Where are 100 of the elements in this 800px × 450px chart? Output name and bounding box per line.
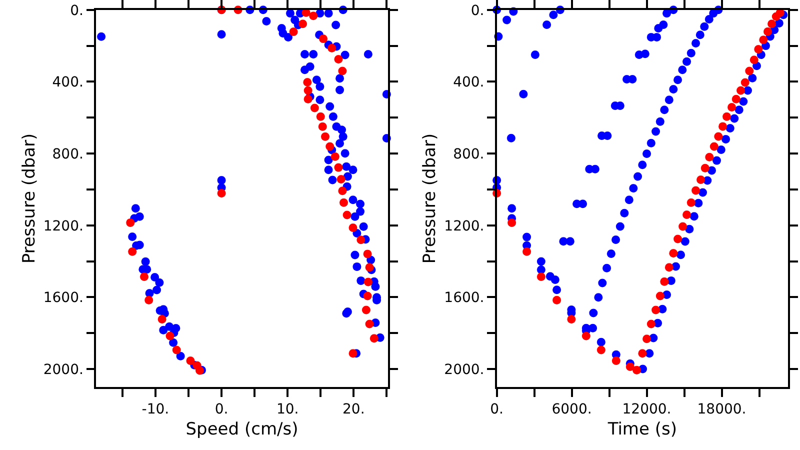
point: [736, 86, 746, 95]
x-axis-title: Speed (cm/s): [186, 419, 298, 440]
point: [552, 296, 562, 304]
point: [692, 186, 700, 195]
point: [669, 248, 678, 258]
point: [626, 362, 634, 371]
x-tick-label: 0.: [490, 402, 504, 418]
point: [336, 174, 346, 184]
point: [660, 277, 669, 286]
point: [646, 320, 656, 328]
x-tick-label: 6000.: [552, 402, 592, 418]
point: [128, 247, 137, 256]
y-tick-label: 800.: [52, 146, 84, 162]
point: [186, 356, 195, 366]
point: [289, 28, 298, 36]
point: [144, 296, 154, 304]
point: [304, 86, 312, 95]
point: [310, 104, 319, 112]
point: [682, 210, 692, 220]
y-tick-label: 1200.: [43, 218, 84, 234]
point: [768, 20, 776, 28]
point: [759, 36, 768, 44]
point: [316, 112, 325, 121]
y-tick-label: 400.: [52, 74, 84, 91]
point: [638, 349, 647, 358]
point: [696, 176, 706, 184]
point: [700, 164, 710, 172]
x-axis-title: Time (s): [606, 419, 677, 440]
point: [764, 27, 772, 36]
point: [303, 78, 312, 87]
point: [172, 346, 181, 354]
point: [508, 218, 516, 227]
point: [612, 356, 620, 366]
point: [363, 250, 372, 258]
y-tick-label: 1600.: [43, 290, 84, 306]
y-axis-title: Pressure (dbar): [420, 133, 440, 264]
point: [158, 315, 166, 324]
point: [356, 236, 366, 244]
point: [320, 132, 330, 141]
y-tick-label: 1600.: [444, 290, 484, 306]
point: [632, 366, 642, 374]
x-tick-label: 20.: [342, 402, 365, 418]
point: [370, 334, 378, 343]
point: [652, 306, 660, 314]
point: [714, 132, 723, 141]
point: [338, 66, 347, 76]
point: [309, 12, 318, 20]
y-tick-label: 0.: [470, 2, 484, 19]
point: [732, 94, 740, 104]
y-tick-label: 400.: [453, 74, 484, 91]
point: [754, 44, 763, 54]
point: [363, 292, 372, 300]
point: [664, 263, 674, 272]
point: [217, 188, 226, 198]
y-axis-title: Pressure (dbar): [19, 133, 40, 264]
point: [334, 55, 343, 64]
point: [328, 44, 336, 52]
point: [334, 163, 343, 172]
y-tick-label: 2000.: [444, 362, 484, 378]
point: [364, 278, 372, 286]
point: [522, 247, 532, 256]
point: [728, 102, 736, 112]
point: [750, 56, 758, 64]
point: [365, 263, 374, 272]
point: [705, 152, 714, 162]
point: [745, 66, 754, 76]
y-tick-label: 0.: [70, 2, 84, 19]
point: [342, 210, 352, 220]
y-tick-label: 2000.: [43, 362, 84, 378]
y-tick-label: 1200.: [444, 218, 484, 234]
point: [362, 306, 370, 314]
point: [567, 315, 576, 324]
point: [596, 346, 606, 354]
point: [330, 152, 340, 161]
point: [740, 78, 750, 87]
point: [318, 122, 327, 131]
point: [298, 20, 308, 28]
point: [365, 320, 374, 328]
x-tick-label: 10.: [276, 402, 299, 418]
point: [166, 332, 174, 340]
point: [339, 198, 348, 207]
x-tick-label: -10.: [142, 402, 170, 418]
point: [319, 34, 328, 44]
y-tick-label: 800.: [453, 146, 484, 162]
point: [126, 218, 135, 227]
point: [304, 94, 312, 104]
point: [536, 272, 546, 281]
x-tick-label: 12000.: [622, 402, 672, 418]
point: [678, 222, 688, 231]
point: [326, 142, 334, 151]
point: [140, 272, 148, 281]
point: [348, 223, 358, 232]
x-tick-label: 0.: [214, 402, 228, 418]
x-tick-label: 18000.: [697, 402, 746, 418]
point: [656, 292, 664, 300]
point: [686, 198, 696, 207]
point: [718, 122, 728, 131]
point: [338, 186, 347, 196]
point: [348, 349, 358, 358]
point: [582, 332, 590, 340]
